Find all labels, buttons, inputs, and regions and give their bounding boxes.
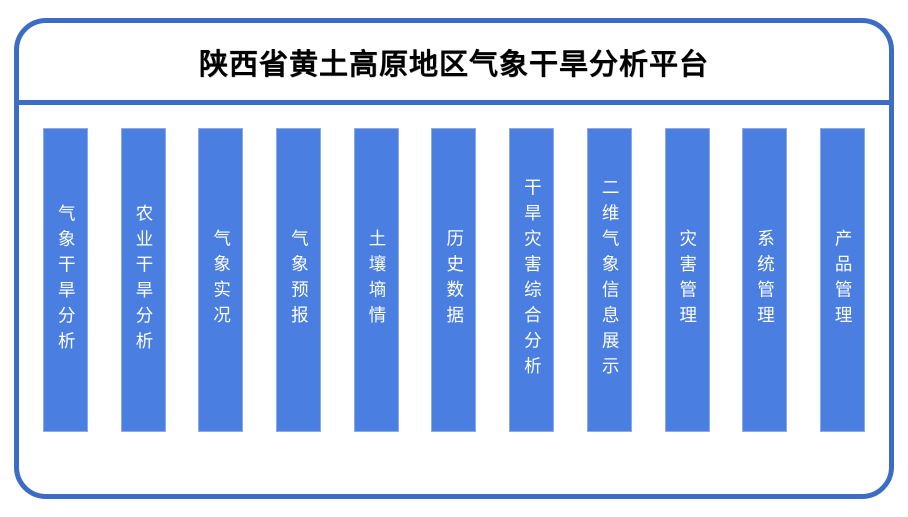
- module-label: 二维气象信息展示: [600, 178, 621, 382]
- module-label: 灾害管理: [677, 229, 698, 331]
- platform-title: 陕西省黄土高原地区气象干旱分析平台: [198, 48, 709, 81]
- module-label: 气象干旱分析: [56, 203, 77, 357]
- module-bar-disaster-management: 灾害管理: [664, 128, 710, 432]
- platform-diagram-frame: 陕西省黄土高原地区气象干旱分析平台 气象干旱分析 农业干旱分析 气象实况 气象预…: [14, 18, 894, 499]
- module-bar-historical-data: 历史数据: [431, 128, 477, 432]
- module-label: 产品管理: [833, 229, 854, 331]
- module-bar-system-management: 系统管理: [742, 128, 788, 432]
- module-bar-weather-forecast: 气象预报: [276, 128, 322, 432]
- module-bars-row: 气象干旱分析 农业干旱分析 气象实况 气象预报 土壤墒情 历史数据 干旱灾害综合…: [19, 105, 889, 432]
- module-bar-agricultural-drought-analysis: 农业干旱分析: [120, 128, 166, 432]
- module-label: 气象实况: [211, 229, 232, 331]
- module-bar-2d-meteorological-info-display: 二维气象信息展示: [586, 128, 632, 432]
- module-bar-weather-realtime: 气象实况: [198, 128, 244, 432]
- module-label: 干旱灾害综合分析: [522, 178, 543, 382]
- module-label: 农业干旱分析: [133, 203, 154, 357]
- module-label: 历史数据: [444, 229, 465, 331]
- diagram-header: 陕西省黄土高原地区气象干旱分析平台: [19, 23, 889, 105]
- module-label: 土壤墒情: [367, 229, 387, 331]
- module-bar-soil-moisture: 土壤墒情: [353, 128, 399, 432]
- module-bar-drought-disaster-comprehensive-analysis: 干旱灾害综合分析: [509, 128, 555, 432]
- module-bar-meteorological-drought-analysis: 气象干旱分析: [43, 128, 88, 432]
- module-label: 系统管理: [755, 229, 776, 331]
- module-label: 气象预报: [289, 229, 310, 331]
- module-bar-product-management: 产品管理: [819, 128, 865, 432]
